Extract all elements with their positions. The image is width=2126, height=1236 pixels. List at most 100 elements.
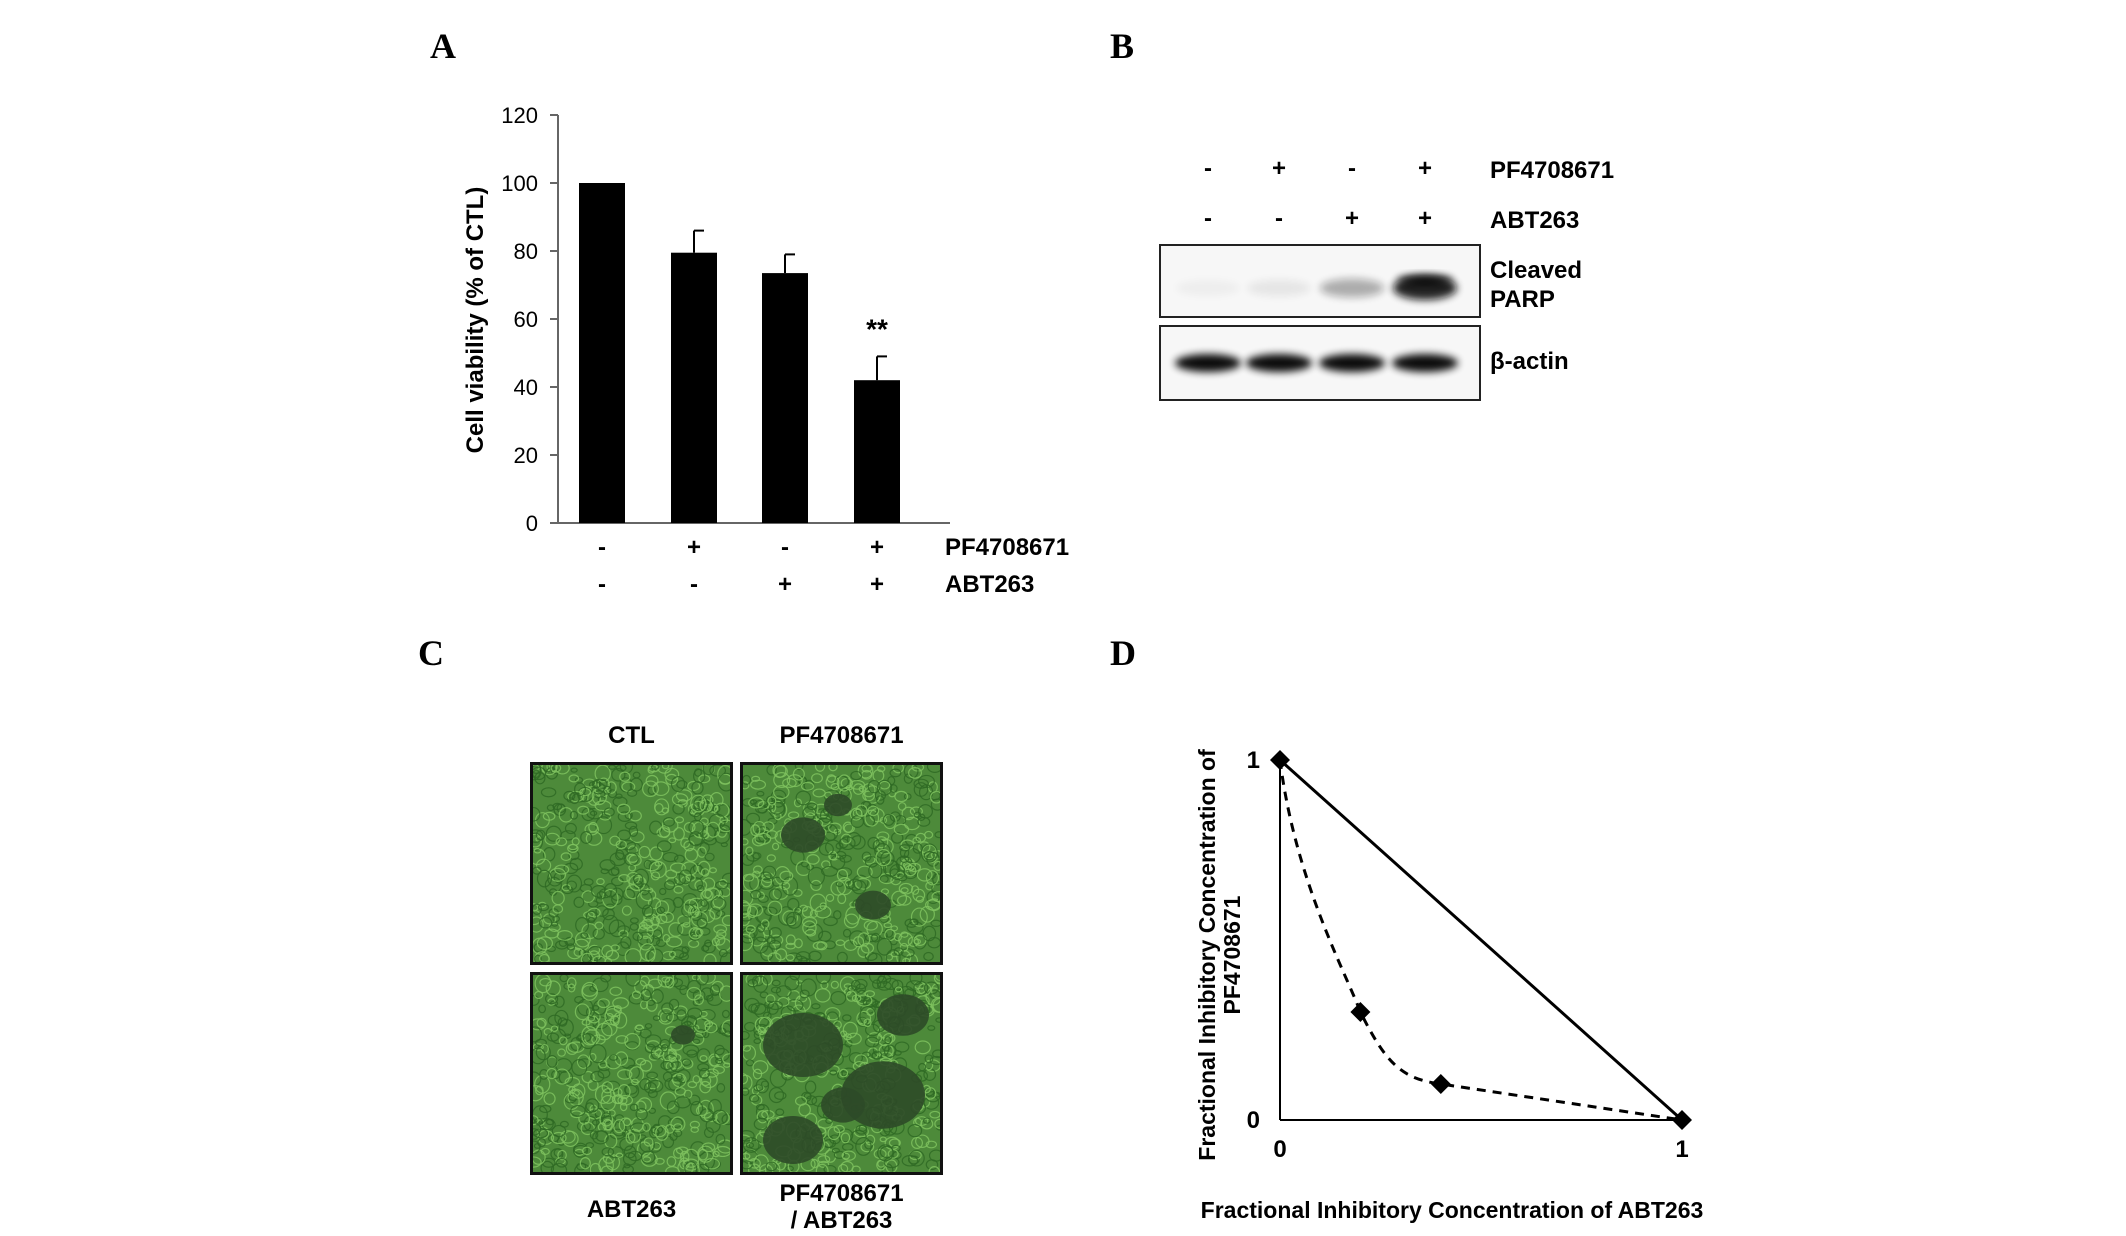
cell: [639, 1136, 655, 1153]
cell: [701, 1142, 716, 1153]
cell-texture: [533, 975, 730, 1172]
cell-texture: [743, 765, 940, 962]
cell: [533, 848, 542, 854]
cell: [867, 779, 881, 794]
cell: [712, 1150, 720, 1158]
cell: [550, 765, 562, 773]
cell: [909, 806, 923, 817]
cell: [583, 878, 594, 886]
cell: [705, 1068, 719, 1078]
cell: [643, 913, 660, 932]
cell: [545, 1118, 555, 1126]
treatment-mark: +: [1345, 205, 1359, 232]
cell: [611, 768, 626, 782]
cell: [547, 998, 556, 1006]
cell: [934, 831, 940, 839]
cell: [697, 1063, 710, 1072]
cell: [698, 1067, 710, 1079]
cell: [821, 865, 839, 877]
panel-letter-d: D: [1110, 633, 1136, 673]
cell: [546, 1032, 560, 1042]
cell: [863, 1018, 872, 1028]
band: [1392, 354, 1458, 372]
cell: [632, 931, 644, 942]
cell: [854, 978, 868, 990]
cell: [908, 1149, 925, 1167]
cell: [934, 975, 940, 981]
cell: [909, 975, 923, 986]
cell: [590, 1070, 605, 1083]
treatment-name: PF4708671: [945, 534, 1069, 561]
cell: [550, 1025, 559, 1032]
cell: [751, 835, 766, 847]
cell: [581, 1025, 598, 1046]
cell: [743, 798, 755, 807]
cell: [757, 1026, 766, 1036]
cell: [830, 990, 847, 1006]
cell: [923, 951, 934, 962]
cell: [615, 1035, 629, 1044]
cell: [809, 893, 827, 912]
cell: [617, 1084, 631, 1100]
cell: [880, 851, 895, 867]
cell: [858, 996, 866, 1003]
cell: [924, 1087, 937, 1100]
cell: [612, 1011, 628, 1029]
cell: [823, 916, 838, 927]
isobologram-chart: Fractional Inhibitory Concentration of P…: [1194, 747, 1703, 1223]
cell: [650, 1124, 664, 1135]
cell: [830, 854, 846, 870]
cell: [754, 1016, 772, 1033]
cell: [564, 822, 577, 835]
cell: [852, 936, 865, 948]
cell: [675, 789, 693, 802]
cell: [533, 769, 541, 778]
cell: [743, 1152, 751, 1160]
cell: [829, 1069, 838, 1076]
cell: [795, 790, 812, 806]
cell: [785, 934, 796, 946]
cell: [756, 1110, 769, 1124]
cell: [714, 934, 726, 946]
cell: [841, 1143, 854, 1151]
cell: [533, 1128, 541, 1140]
cell: [666, 1156, 677, 1167]
cell: [601, 944, 614, 958]
cell: [919, 905, 935, 923]
cell: [908, 766, 923, 779]
cell: [569, 791, 580, 805]
cell: [619, 777, 633, 793]
cell: [803, 800, 819, 817]
cell: [625, 975, 641, 987]
cell: [920, 1118, 934, 1130]
cell: [889, 863, 906, 881]
cell: [900, 887, 909, 894]
cell: [842, 821, 854, 833]
cell: [642, 780, 659, 798]
cell: [818, 930, 832, 942]
bar: [854, 380, 900, 523]
treatment-mark: +: [1418, 205, 1432, 232]
cell: [823, 1164, 837, 1172]
cell: [812, 941, 826, 950]
cell: [925, 1140, 938, 1149]
cell: [616, 941, 630, 957]
cell: [555, 765, 570, 775]
cell: [591, 977, 609, 993]
cell: [601, 1147, 615, 1157]
cell: [643, 913, 655, 922]
cell: [679, 984, 689, 996]
cell: [785, 911, 803, 929]
cell: [612, 997, 629, 1009]
cell: [691, 780, 704, 795]
cell: [644, 1023, 653, 1029]
cell: [545, 980, 561, 997]
cell: [859, 1006, 877, 1026]
cell: [554, 1009, 569, 1026]
cell: [771, 842, 780, 851]
cell: [539, 953, 550, 962]
cell: [756, 891, 765, 900]
band: [1175, 354, 1241, 372]
cell: [554, 864, 570, 875]
y-tick-label: 1: [1247, 747, 1260, 774]
